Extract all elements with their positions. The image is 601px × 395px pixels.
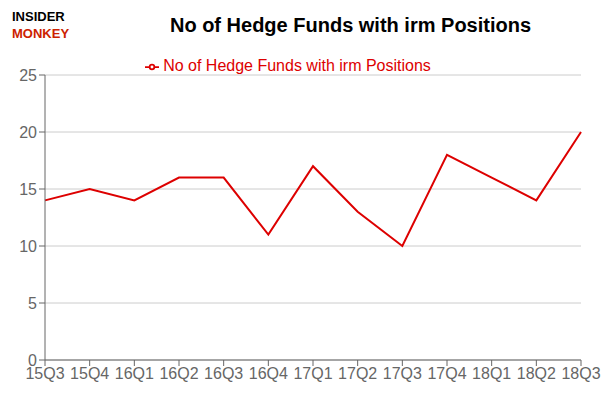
- svg-text:18Q3: 18Q3: [561, 365, 593, 382]
- svg-text:17Q3: 17Q3: [383, 365, 422, 382]
- svg-text:25: 25: [19, 67, 37, 84]
- svg-text:16Q2: 16Q2: [159, 365, 198, 382]
- html-text:INSIDER: INSIDER: [12, 9, 65, 24]
- html-text:MONKEY: MONKEY: [12, 26, 70, 41]
- html-text:No of Hedge Funds with irm Pos: No of Hedge Funds with irm Positions: [169, 14, 532, 36]
- svg-text:17Q2: 17Q2: [338, 365, 377, 382]
- svg-text:16Q4: 16Q4: [249, 365, 288, 382]
- svg-text:5: 5: [28, 295, 37, 312]
- svg-text:15Q3: 15Q3: [25, 365, 65, 383]
- svg-text:15Q4: 15Q4: [70, 365, 109, 382]
- svg-text:16Q1: 16Q1: [115, 365, 154, 382]
- svg-text:17Q1: 17Q1: [293, 365, 332, 382]
- svg-text:10: 10: [19, 238, 37, 255]
- svg-text:20: 20: [19, 124, 37, 141]
- svg-text:16Q3: 16Q3: [204, 365, 243, 382]
- svg-text:0: 0: [28, 352, 37, 369]
- svg-text:18Q1: 18Q1: [472, 365, 511, 382]
- svg-text:18Q2: 18Q2: [517, 365, 556, 382]
- svg-text:15: 15: [19, 181, 37, 198]
- html-text:No of Hedge Funds with irm Pos: No of Hedge Funds with irm Positions: [163, 57, 431, 74]
- svg-text:17Q4: 17Q4: [427, 365, 466, 382]
